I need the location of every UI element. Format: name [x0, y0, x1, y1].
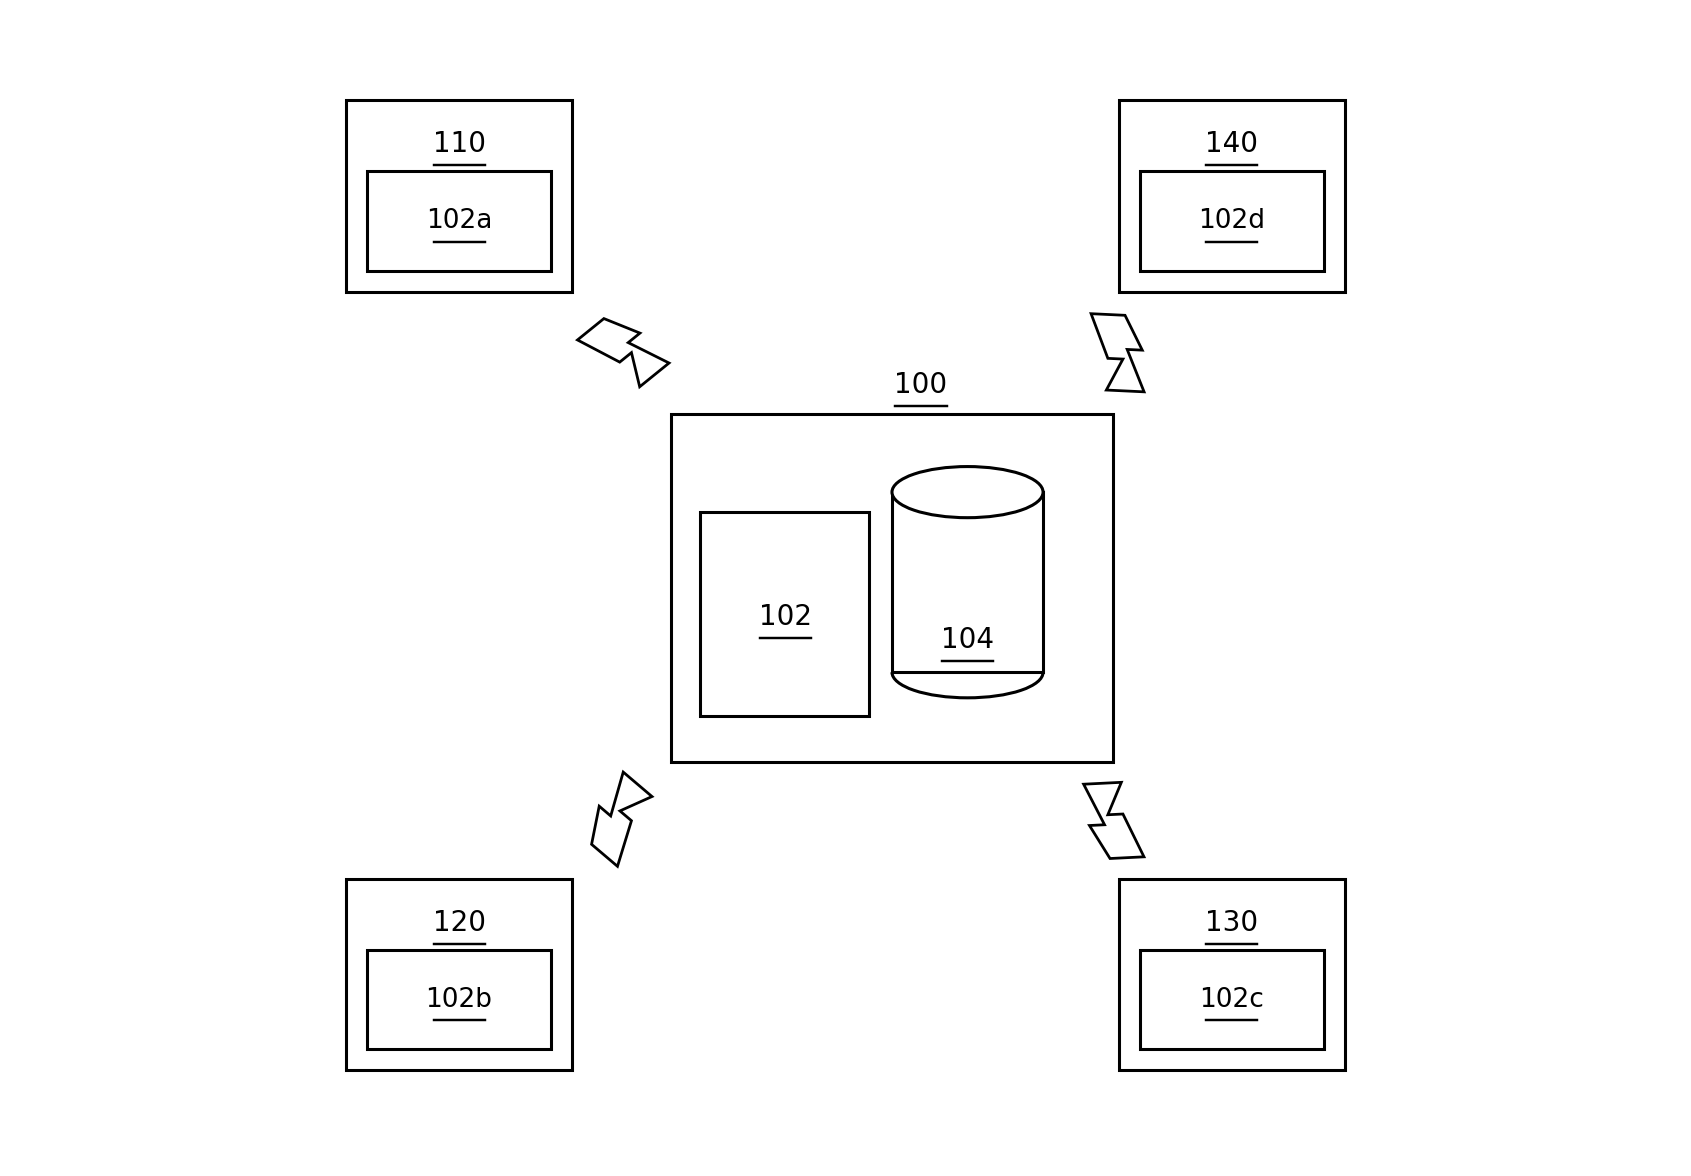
Text: 130: 130: [1206, 909, 1258, 937]
Text: 140: 140: [1206, 131, 1258, 158]
Text: 120: 120: [433, 909, 485, 937]
Bar: [891, 492, 1043, 673]
Text: 110: 110: [433, 131, 485, 158]
Text: 102c: 102c: [1199, 987, 1265, 1013]
Bar: [1140, 171, 1324, 270]
Bar: [671, 414, 1113, 762]
Polygon shape: [578, 319, 670, 387]
Bar: [367, 950, 551, 1049]
Text: 102b: 102b: [426, 987, 492, 1013]
Bar: [345, 100, 573, 292]
Polygon shape: [592, 773, 653, 867]
Ellipse shape: [891, 467, 1043, 517]
Bar: [345, 878, 573, 1070]
Bar: [367, 171, 551, 270]
Text: 100: 100: [895, 370, 947, 399]
Bar: [700, 513, 869, 716]
Polygon shape: [1091, 314, 1145, 392]
Text: 104: 104: [940, 627, 994, 654]
Text: 102a: 102a: [426, 208, 492, 234]
Bar: [1140, 950, 1324, 1049]
Bar: [1118, 878, 1346, 1070]
Text: 102: 102: [759, 603, 812, 632]
Text: 102d: 102d: [1199, 208, 1265, 234]
Polygon shape: [1084, 782, 1145, 858]
Bar: [1118, 100, 1346, 292]
